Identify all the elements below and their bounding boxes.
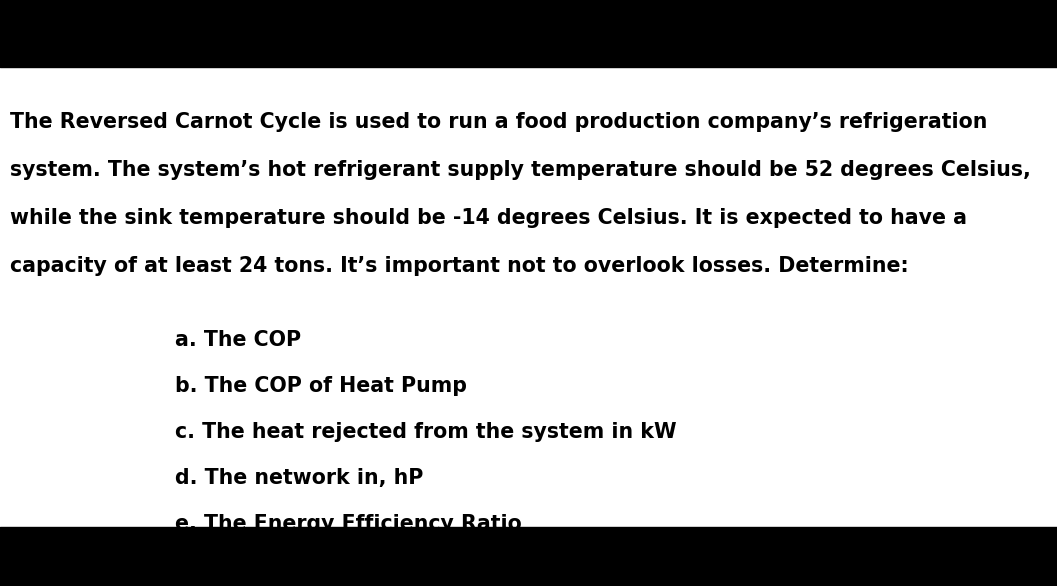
- Text: c. The heat rejected from the system in kW: c. The heat rejected from the system in …: [175, 422, 676, 442]
- Text: while the sink temperature should be -14 degrees Celsius. It is expected to have: while the sink temperature should be -14…: [10, 208, 967, 228]
- Text: The Reversed Carnot Cycle is used to run a food production company’s refrigerati: The Reversed Carnot Cycle is used to run…: [10, 112, 987, 132]
- Text: capacity of at least 24 tons. It’s important not to overlook losses. Determine:: capacity of at least 24 tons. It’s impor…: [10, 256, 909, 276]
- Text: b. The COP of Heat Pump: b. The COP of Heat Pump: [175, 376, 467, 396]
- Text: a. The COP: a. The COP: [175, 330, 301, 350]
- Text: e. The Energy Efficiency Ratio: e. The Energy Efficiency Ratio: [175, 514, 522, 534]
- Text: system. The system’s hot refrigerant supply temperature should be 52 degrees Cel: system. The system’s hot refrigerant sup…: [10, 160, 1031, 180]
- Text: d. The network in, hP: d. The network in, hP: [175, 468, 424, 488]
